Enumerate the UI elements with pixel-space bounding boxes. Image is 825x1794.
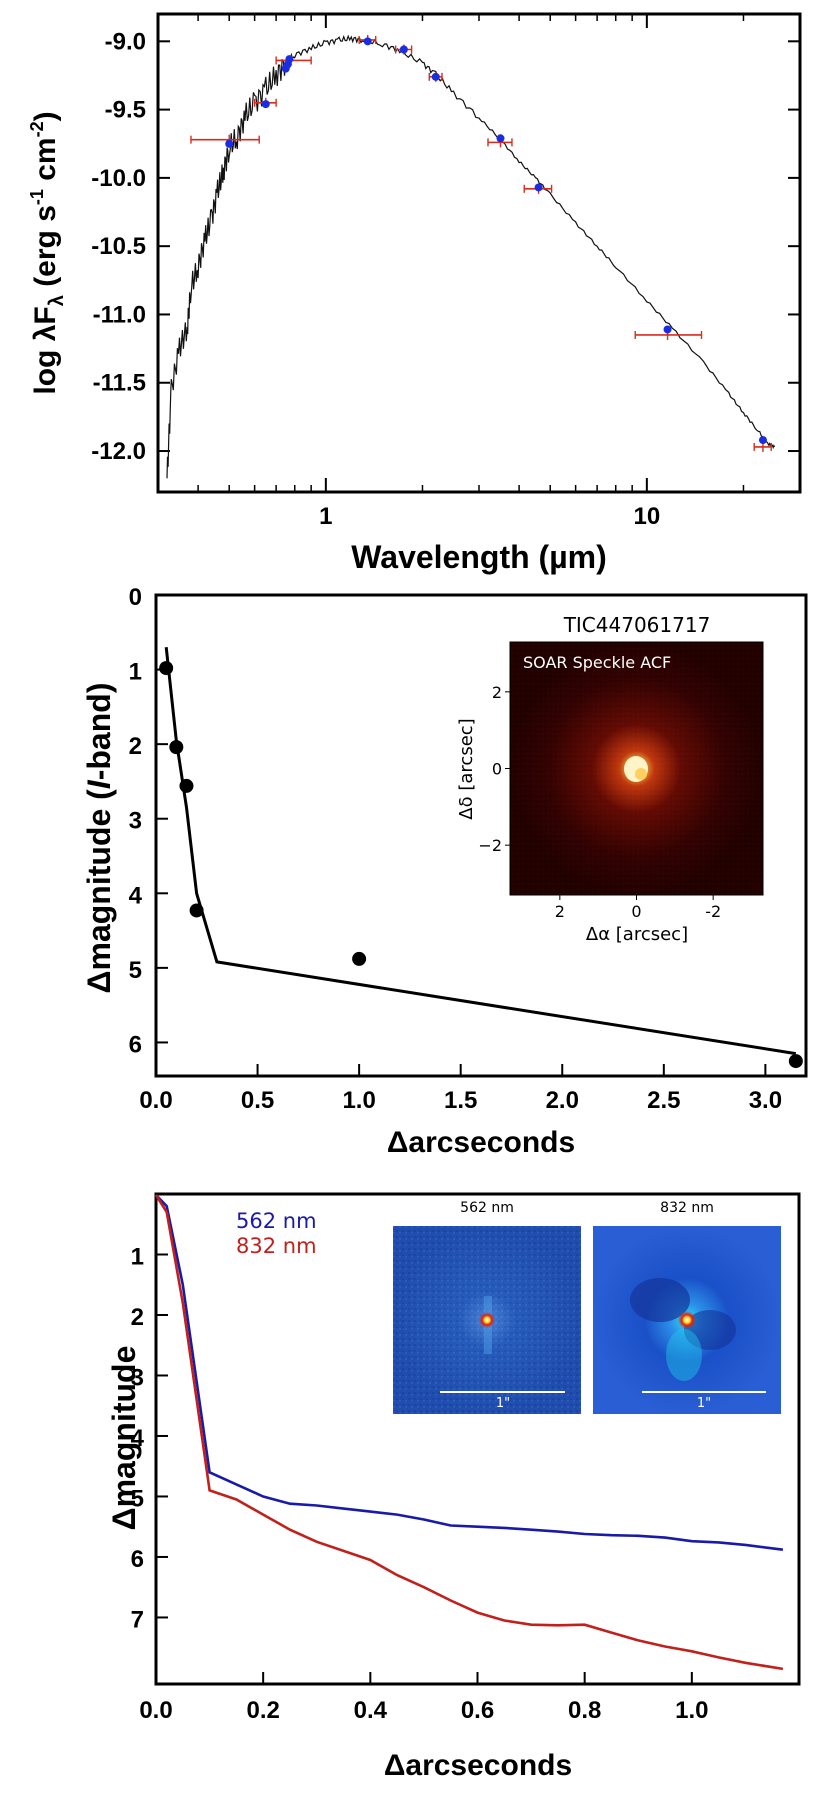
acf-xtick-label: -2 — [705, 902, 721, 921]
sed-photometry-point — [758, 436, 767, 445]
sed-photometry-point — [431, 72, 440, 81]
sed-errorbars — [190, 34, 772, 452]
sed-ytick-label: -12.0 — [91, 438, 146, 465]
soar-y-axis-label: Δmagnitude (I-band) — [81, 683, 117, 994]
soar-xtick-label: 2.5 — [647, 1087, 680, 1114]
sed-ytick-label: -10.0 — [91, 165, 146, 192]
soar-xtick-label: 1.5 — [444, 1087, 477, 1114]
soar-ytick-label: 5 — [129, 957, 142, 984]
curve-562nm — [155, 1194, 784, 1551]
soar-axes-frame — [154, 593, 808, 1078]
acf-inset-label: SOAR Speckle ACF — [523, 653, 671, 672]
soar-xtick-label: 0.0 — [139, 1087, 172, 1114]
sed-photometry-points — [225, 37, 767, 445]
soar-ytick-label: 2 — [129, 733, 142, 760]
acf-inset-title: TIC447061717 — [563, 613, 711, 637]
gemini-ytick-label: 2 — [131, 1304, 144, 1331]
acf-ytick-label: 2 — [492, 683, 502, 702]
gemini-ytick-label: 3 — [131, 1364, 144, 1391]
sed-axes-frame — [156, 12, 802, 494]
sed-photometry-point — [496, 134, 505, 143]
soar-point — [189, 903, 204, 918]
soar-ytick-label: 4 — [129, 882, 143, 909]
speckle-inset-832nm: 832 nm 1" — [593, 1200, 781, 1414]
soar-sensitivity-points — [159, 661, 803, 1069]
soar-point — [169, 740, 184, 755]
sed-ytick-label: -9.0 — [105, 28, 146, 55]
sed-photometry-point — [261, 100, 270, 109]
acf-xtick-label: 2 — [555, 902, 565, 921]
soar-ytick-label: 3 — [129, 808, 142, 835]
soar-point — [179, 778, 194, 793]
legend-562nm: 562 nm — [236, 1209, 317, 1233]
soar-ytick-label: 0 — [129, 584, 142, 611]
curve-832nm — [154, 1194, 784, 1671]
soar-ytick-label: 6 — [129, 1031, 142, 1058]
gemini-xtick-label: 0.8 — [568, 1697, 601, 1724]
sed-xtick-label: 1 — [319, 503, 332, 530]
soar-point — [788, 1054, 803, 1069]
gemini-xtick-label: 0.0 — [139, 1697, 172, 1724]
gemini-ticks: 1 2 3 4 5 6 7 0.0 0.2 0.4 0.6 0.8 1.0 — [131, 1243, 709, 1724]
sed-photometry-point — [534, 183, 543, 192]
soar-xtick-label: 2.0 — [546, 1087, 579, 1114]
gemini-xtick-label: 1.0 — [675, 1697, 708, 1724]
soar-contrast-curve — [164, 647, 797, 1056]
sed-photometry-point — [363, 37, 372, 46]
soar-acf-inset: TIC447061717 SOAR Speckle ACF 2 0 -2 2 0 −2 Δ… — [456, 613, 764, 945]
gemini-x-axis-label: Δarcseconds — [384, 1749, 572, 1782]
inset-562-title: 562 nm — [460, 1200, 514, 1216]
sed-ytick-label: -9.5 — [105, 97, 146, 124]
speckle-832-core — [678, 1311, 696, 1329]
gemini-ytick-label: 7 — [131, 1606, 144, 1633]
scale-label-562: 1" — [496, 1396, 510, 1411]
gemini-ytick-label: 5 — [131, 1485, 144, 1512]
soar-point — [159, 661, 174, 676]
soar-point — [352, 951, 367, 966]
gemini-panel: 1 2 3 4 5 6 7 0.0 0.2 0.4 0.6 0.8 1.0 562 nm 832 nm … — [106, 1192, 801, 1782]
sed-panel: -9.0 -9.5 -10.0 -10.5 -11.0 -11.5 -12.0 1 10 Wav… — [27, 12, 802, 575]
sed-photometry-point — [399, 45, 408, 54]
sed-xtick-label: 10 — [633, 503, 660, 530]
acf-x-label: Δα [arcsec] — [586, 924, 688, 945]
soar-x-axis-label: Δarcseconds — [387, 1126, 575, 1159]
sed-photometry-point — [285, 55, 294, 64]
soar-panel: 0 1 2 3 4 5 6 0.0 0.5 1.0 1.5 2.0 2.5 3.0 Δarcseconds… — [81, 584, 808, 1159]
sed-ytick-label: -11.0 — [93, 301, 146, 328]
scale-label-832: 1" — [697, 1396, 711, 1411]
soar-xtick-label: 1.0 — [342, 1087, 375, 1114]
gemini-ytick-label: 4 — [131, 1425, 145, 1452]
acf-y-label: Δδ [arcsec] — [456, 718, 477, 819]
sed-ytick-label: -11.5 — [93, 370, 146, 397]
soar-ticks: 0 1 2 3 4 5 6 0.0 0.5 1.0 1.5 2.0 2.5 3.0 — [129, 584, 782, 1114]
acf-ytick-label: 0 — [492, 760, 502, 779]
acf-ytick-label: −2 — [478, 836, 502, 855]
sed-ticks: -9.0 -9.5 -10.0 -10.5 -11.0 -11.5 -12.0 1 10 — [91, 14, 800, 530]
speckle-562-core — [479, 1312, 495, 1328]
speckle-inset-562nm: 562 nm 1" — [393, 1200, 581, 1414]
sed-ytick-label: -10.5 — [91, 233, 146, 260]
sed-x-axis-label: Wavelength (µm) — [351, 539, 606, 575]
gemini-xtick-label: 0.4 — [354, 1697, 388, 1724]
gemini-xtick-label: 0.6 — [461, 1697, 494, 1724]
sed-photometry-point — [225, 139, 234, 148]
gemini-xtick-label: 0.2 — [246, 1697, 279, 1724]
legend-832nm: 832 nm — [236, 1234, 317, 1258]
sed-y-axis-label: log λFλ (erg s-1 cm-2) — [27, 111, 68, 394]
gemini-y-axis-label: Δmagnitude — [106, 1346, 142, 1531]
gemini-ytick-label: 6 — [131, 1546, 144, 1573]
soar-xtick-label: 0.5 — [241, 1087, 274, 1114]
soar-xtick-label: 3.0 — [749, 1087, 782, 1114]
sed-model-spectrum-line — [166, 34, 776, 479]
inset-832-title: 832 nm — [660, 1200, 714, 1216]
soar-ytick-label: 1 — [129, 659, 142, 686]
gemini-ytick-label: 1 — [131, 1243, 144, 1270]
acf-xtick-label: 0 — [631, 902, 641, 921]
sed-photometry-point — [663, 325, 672, 334]
acf-ticks: 2 0 -2 2 0 −2 — [478, 683, 721, 921]
